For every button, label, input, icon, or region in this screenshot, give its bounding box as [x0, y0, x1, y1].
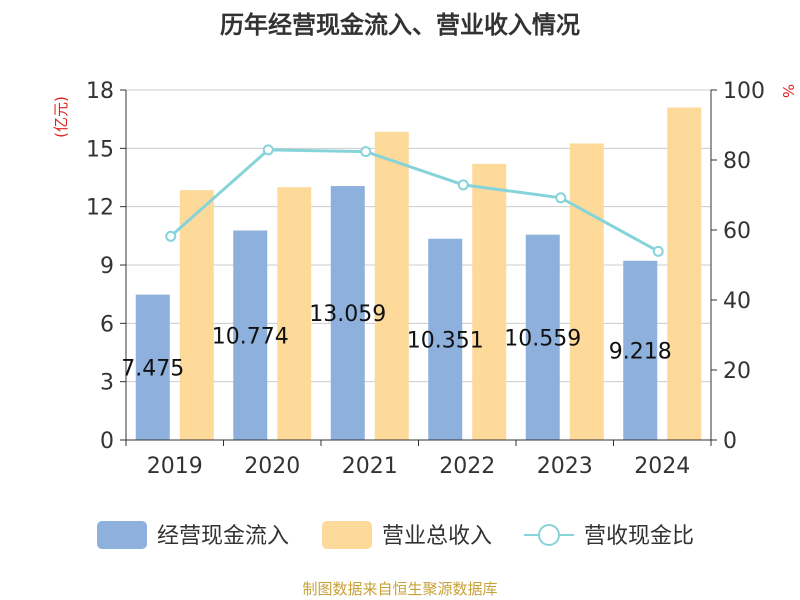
- bar-data-label: 10.351: [407, 328, 484, 353]
- bar-series: [135, 107, 702, 441]
- y-left-tick-label: 18: [86, 79, 114, 104]
- x-tick-label: 2020: [244, 454, 300, 479]
- bar-revenue: [472, 163, 507, 440]
- ratio-point: [165, 230, 177, 242]
- ratio-point: [262, 144, 274, 156]
- y-left-tick-label: 0: [100, 429, 114, 454]
- x-tick-label: 2023: [537, 454, 593, 479]
- legend-swatch-revenue: [322, 521, 372, 549]
- bar-cash-inflow: [135, 294, 170, 440]
- x-tick-label: 2021: [342, 454, 398, 479]
- line-series: [165, 144, 664, 257]
- ratio-point: [652, 245, 664, 257]
- y-left-tick-label: 6: [100, 312, 114, 337]
- bar-revenue: [277, 187, 312, 440]
- x-tick-label: 2019: [147, 454, 203, 479]
- bar-cash-inflow: [330, 186, 365, 440]
- y-right-tick-label: 80: [723, 149, 751, 174]
- y-right-unit: %: [779, 84, 797, 98]
- y-right-tick-label: 40: [723, 289, 751, 314]
- ratio-line: [169, 148, 659, 253]
- y-left-axis: 0 3 6 9 12 15 18: [86, 79, 127, 454]
- y-left-unit: (亿元): [52, 96, 70, 138]
- y-right-tick-label: 100: [723, 79, 765, 104]
- legend-swatch-ratio-marker: [538, 524, 560, 546]
- bar-revenue: [374, 131, 409, 441]
- legend: 经营现金流入 营业总收入 营收现金比: [97, 521, 694, 549]
- ratio-point: [457, 179, 469, 191]
- legend-label-cash-inflow: 经营现金流入: [157, 524, 289, 549]
- bar-cash-inflow: [623, 260, 658, 440]
- bar-data-label: 10.774: [212, 324, 289, 349]
- bar-revenue: [179, 190, 214, 440]
- bar-data-label: 7.475: [121, 356, 184, 381]
- y-left-tick-label: 3: [100, 371, 114, 396]
- grid-lines: [126, 89, 711, 383]
- y-right-axis: 0 20 40 60 80 100: [710, 79, 765, 454]
- bar-revenue: [569, 143, 604, 440]
- y-left-tick-label: 15: [86, 137, 114, 162]
- y-right-tick-label: 60: [723, 219, 751, 244]
- bar-cash-inflow: [428, 238, 463, 440]
- y-left-tick-label: 12: [86, 196, 114, 221]
- legend-label-revenue: 营业总收入: [382, 524, 492, 549]
- x-tick-label: 2022: [439, 454, 495, 479]
- bar-revenue: [667, 107, 702, 440]
- x-tick-label: 2024: [634, 454, 690, 479]
- ratio-point: [360, 146, 372, 158]
- bar-data-label: 9.218: [609, 339, 672, 364]
- y-left-tick-label: 9: [100, 254, 114, 279]
- legend-label-ratio: 营收现金比: [584, 524, 694, 549]
- data-labels: 7.475 10.774 13.059 10.351 10.559 9.218: [121, 302, 671, 381]
- source-note: 制图数据来自恒生聚源数据库: [302, 580, 497, 598]
- x-axis: 2019 2020 2021 2022 2023 2024: [125, 439, 712, 479]
- chart-title: 历年经营现金流入、营业收入情况: [220, 11, 580, 39]
- bar-data-label: 13.059: [309, 302, 386, 327]
- y-right-tick-label: 0: [723, 429, 737, 454]
- ratio-point: [555, 192, 567, 204]
- bar-cash-inflow: [525, 234, 560, 440]
- y-right-tick-label: 20: [723, 359, 751, 384]
- bar-cash-inflow: [233, 230, 268, 440]
- legend-swatch-cash-inflow: [97, 521, 147, 549]
- bar-data-label: 10.559: [504, 326, 581, 351]
